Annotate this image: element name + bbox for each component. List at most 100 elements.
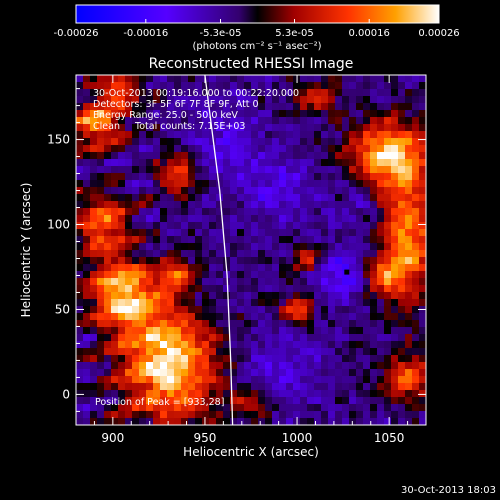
heatmap-cell: [286, 299, 294, 307]
heatmap-cell: [363, 201, 371, 209]
heatmap-cell: [314, 166, 322, 174]
heatmap-cell: [314, 383, 322, 391]
heatmap-cell: [223, 243, 231, 251]
heatmap-cell: [90, 397, 98, 405]
heatmap-cell: [314, 110, 322, 118]
heatmap-cell: [223, 138, 231, 146]
heatmap-cell: [111, 306, 119, 314]
heatmap-cell: [202, 313, 210, 321]
heatmap-cell: [237, 229, 245, 237]
heatmap-cell: [286, 397, 294, 405]
heatmap-cell: [195, 257, 203, 265]
heatmap-cell: [90, 201, 98, 209]
heatmap-cell: [153, 383, 161, 391]
heatmap-cell: [237, 327, 245, 335]
heatmap-cell: [265, 124, 273, 132]
heatmap-cell: [153, 173, 161, 181]
heatmap-cell: [76, 180, 84, 188]
heatmap-cell: [188, 341, 196, 349]
heatmap-cell: [328, 362, 336, 370]
heatmap-cell: [160, 201, 168, 209]
heatmap-cell: [244, 418, 252, 425]
heatmap-cell: [237, 404, 245, 412]
heatmap-cell: [258, 348, 266, 356]
heatmap-cell: [251, 390, 259, 398]
heatmap-cell: [83, 348, 91, 356]
heatmap-cell: [160, 418, 168, 425]
heatmap-cell: [349, 348, 357, 356]
heatmap-cell: [391, 208, 399, 216]
heatmap-cell: [300, 411, 308, 419]
heatmap-cell: [272, 201, 280, 209]
heatmap-cell: [146, 208, 154, 216]
heatmap-cell: [111, 320, 119, 328]
heatmap-cell: [111, 173, 119, 181]
heatmap-cell: [244, 229, 252, 237]
heatmap-cell: [97, 362, 105, 370]
heatmap-cell: [104, 397, 112, 405]
heatmap-cell: [300, 215, 308, 223]
heatmap-cell: [314, 411, 322, 419]
heatmap-cell: [223, 383, 231, 391]
heatmap-cell: [139, 215, 147, 223]
heatmap-cell: [76, 271, 84, 279]
heatmap-cell: [251, 173, 259, 181]
heatmap-cell: [97, 383, 105, 391]
heatmap-cell: [139, 278, 147, 286]
heatmap-cell: [209, 166, 217, 174]
heatmap-cell: [160, 138, 168, 146]
heatmap-cell: [405, 194, 413, 202]
heatmap-cell: [146, 299, 154, 307]
heatmap-cell: [307, 110, 315, 118]
heatmap-cell: [244, 383, 252, 391]
heatmap-cell: [314, 201, 322, 209]
heatmap-cell: [244, 75, 252, 83]
heatmap-cell: [321, 383, 329, 391]
heatmap-cell: [405, 110, 413, 118]
heatmap-cell: [132, 96, 140, 104]
heatmap-cell: [412, 173, 420, 181]
heatmap-cell: [195, 404, 203, 412]
heatmap-cell: [356, 383, 364, 391]
heatmap-cell: [314, 362, 322, 370]
heatmap-cell: [125, 404, 133, 412]
heatmap-cell: [251, 124, 259, 132]
heatmap-cell: [272, 194, 280, 202]
heatmap-cell: [139, 355, 147, 363]
heatmap-cell: [111, 75, 119, 83]
heatmap-cell: [342, 124, 350, 132]
heatmap-cell: [167, 194, 175, 202]
heatmap-cell: [412, 222, 420, 230]
heatmap-cell: [104, 313, 112, 321]
heatmap-cell: [384, 166, 392, 174]
heatmap-cell: [188, 348, 196, 356]
heatmap-cell: [216, 201, 224, 209]
heatmap-cell: [146, 229, 154, 237]
heatmap-cell: [377, 215, 385, 223]
heatmap-cell: [181, 278, 189, 286]
heatmap-cell: [384, 243, 392, 251]
heatmap-cell: [244, 411, 252, 419]
heatmap-cell: [167, 173, 175, 181]
heatmap-cell: [377, 194, 385, 202]
heatmap-cell: [265, 334, 273, 342]
heatmap-cell: [132, 306, 140, 314]
heatmap-cell: [118, 257, 126, 265]
heatmap-cell: [202, 285, 210, 293]
heatmap-cell: [132, 138, 140, 146]
heatmap-cell: [398, 362, 406, 370]
heatmap-cell: [377, 89, 385, 97]
heatmap-cell: [230, 341, 238, 349]
colorbar-tick-label: 0.00016: [349, 28, 390, 39]
heatmap-cell: [377, 313, 385, 321]
heatmap-cell: [314, 145, 322, 153]
heatmap-cell: [300, 103, 308, 111]
heatmap-cell: [90, 89, 98, 97]
heatmap-cell: [153, 215, 161, 223]
heatmap-cell: [307, 369, 315, 377]
heatmap-cell: [146, 257, 154, 265]
heatmap-cell: [104, 145, 112, 153]
heatmap-cell: [195, 411, 203, 419]
heatmap-cell: [153, 278, 161, 286]
heatmap-cell: [314, 278, 322, 286]
